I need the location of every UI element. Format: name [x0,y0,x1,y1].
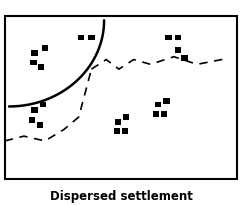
Bar [153,111,159,117]
Text: Dispersed settlement: Dispersed settlement [50,190,192,203]
Bar [38,64,44,70]
Bar [113,129,120,134]
Bar [155,102,161,107]
Bar [88,35,95,40]
Bar [115,119,121,125]
Bar [37,122,43,128]
Bar [181,55,188,61]
Bar [31,50,38,56]
Bar [78,35,84,40]
Bar [31,107,38,113]
Bar [175,35,181,40]
Bar [42,45,48,51]
Bar [30,60,37,65]
Bar [29,117,36,123]
Bar [122,129,129,134]
Bar [175,47,181,53]
Bar [161,111,167,117]
Bar [165,35,172,40]
Bar [123,114,129,120]
Bar [163,98,170,104]
Bar [40,102,46,107]
